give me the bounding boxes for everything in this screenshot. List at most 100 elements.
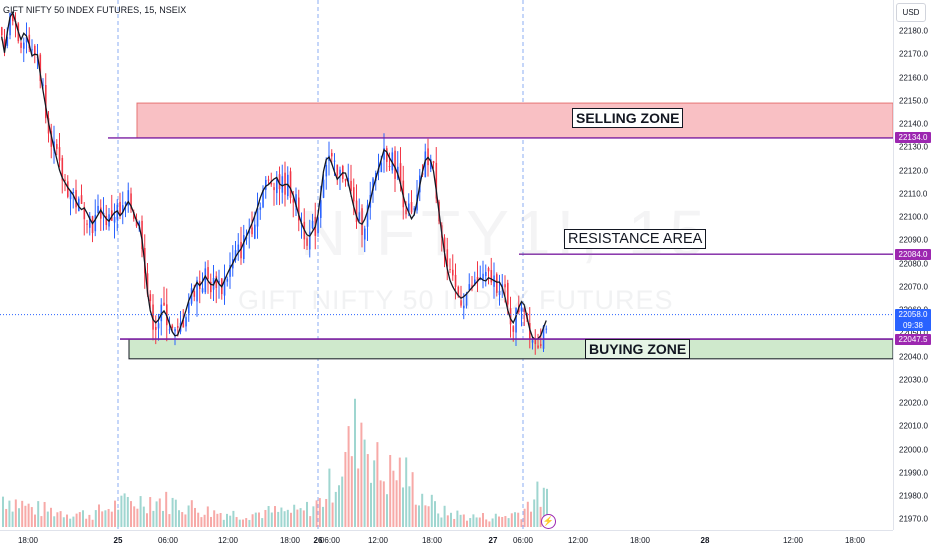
resistance-area-label[interactable]: RESISTANCE AREA [564, 229, 707, 249]
price-tick: 22020.0 [899, 398, 928, 408]
candle-body [496, 274, 498, 293]
candle-body [325, 165, 328, 177]
candle-body [333, 160, 336, 162]
candle-body [23, 42, 25, 49]
candle-body [278, 174, 281, 190]
volume-bar [408, 486, 411, 527]
volume-bar [59, 511, 62, 527]
volume-bar [94, 510, 97, 527]
volume-bar [267, 506, 270, 527]
time-tick: 12:00 [782, 536, 804, 545]
volume-bar [8, 500, 11, 527]
candle-body [94, 214, 97, 232]
buying-zone-label[interactable]: BUYING ZONE [585, 339, 691, 359]
candle-body [105, 215, 108, 226]
volume-bar [248, 519, 251, 527]
volume-bar [360, 422, 363, 527]
candle-body [430, 159, 432, 170]
candle-body [435, 162, 438, 199]
candle-body [240, 241, 242, 259]
candle-body [317, 217, 319, 234]
time-tick: 12:00 [217, 536, 239, 545]
zones[interactable] [128, 102, 893, 360]
volume-bar [440, 517, 443, 527]
candle-body [160, 304, 163, 322]
candle-body [226, 278, 229, 282]
candle-body [295, 194, 297, 208]
volume-bar [139, 496, 142, 527]
candle-body [9, 12, 11, 36]
volume-bar [206, 506, 209, 527]
volume-bar [469, 518, 472, 527]
volume-bar [450, 512, 452, 527]
candle-body [97, 205, 99, 214]
volume-bar [357, 468, 360, 527]
volume-bar [382, 481, 385, 527]
candle-body [248, 230, 251, 234]
candle-body [12, 14, 14, 22]
volume-bar [11, 511, 14, 527]
volume-bar [158, 498, 161, 527]
volume-bar [488, 521, 491, 527]
volume-bar [315, 500, 318, 527]
lightning-icon[interactable]: ⚡ [541, 514, 556, 529]
horizontal-lines[interactable] [108, 137, 893, 340]
price-tick: 22140.0 [899, 119, 928, 129]
candle-body [498, 290, 501, 296]
volume-bar [82, 510, 84, 527]
candle-body [490, 270, 493, 283]
candle-body [218, 280, 220, 284]
volume-bar [376, 442, 379, 527]
volume-bar [162, 510, 164, 527]
candle-body [89, 216, 91, 228]
candle-body [193, 291, 196, 297]
volume-bar [427, 506, 430, 527]
volume-bar [78, 512, 81, 527]
volume-bar [424, 505, 427, 527]
volume-bar [344, 451, 347, 527]
volume-bar [194, 507, 196, 527]
currency-button[interactable]: USD [896, 3, 926, 22]
volume-bar [462, 514, 465, 527]
volume-bar [146, 513, 148, 527]
candle-body [155, 326, 157, 330]
price-tick: 22030.0 [899, 375, 928, 385]
volume-bar [312, 506, 315, 527]
volume-bar [152, 510, 155, 527]
selling-zone-label[interactable]: SELLING ZONE [572, 108, 684, 128]
time-tick: 18:00 [844, 536, 866, 545]
buying-line-price-tag: 22047.5 [895, 333, 931, 345]
candle-body [182, 319, 185, 328]
volume-bar [184, 514, 187, 527]
volume-bar [296, 509, 299, 527]
price-axis[interactable]: 21970.0 21980.0 21990.0 22000.0 22010.0 22020… [893, 0, 932, 530]
candle-body [298, 197, 300, 221]
candle-body [254, 224, 256, 239]
candle-body [210, 281, 212, 293]
candle-body [540, 344, 542, 346]
volume-bar [366, 454, 369, 527]
time-tick: 25 [113, 536, 123, 545]
chart-area[interactable]: GIFT NIFTY 50 INDEX FUTURES, 15, NSEIX N… [0, 0, 893, 530]
volume-bar [72, 516, 75, 527]
time-tick: 06:00 [319, 536, 341, 545]
time-axis[interactable]: 18:00 25 06:00 12:00 18:00 26 06:00 12:00 18:00 2… [0, 530, 893, 551]
volume-bar [46, 511, 49, 527]
chart-canvas[interactable] [0, 0, 893, 530]
volume-bar [187, 505, 190, 527]
volume-bar [219, 513, 222, 527]
volume-bar [277, 511, 280, 527]
candle-body [449, 268, 451, 270]
candle-body [507, 282, 509, 305]
time-tick: 06:00 [512, 536, 534, 545]
volume-bar [251, 514, 254, 527]
candle-body [355, 200, 358, 222]
candle-body [190, 288, 193, 304]
candle-body [405, 209, 407, 215]
volume-bar [270, 512, 273, 527]
candle-body [485, 271, 487, 277]
volume-bar [350, 456, 353, 527]
candle-body [234, 250, 237, 260]
candle-body [292, 199, 295, 203]
volume-bar [136, 508, 139, 527]
